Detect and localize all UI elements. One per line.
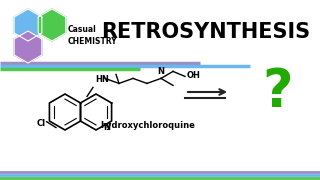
Text: HN: HN [95, 75, 109, 84]
Text: ?: ? [263, 66, 293, 118]
Polygon shape [14, 9, 42, 41]
Text: RETROSYNTHESIS: RETROSYNTHESIS [101, 22, 310, 42]
Polygon shape [38, 9, 66, 41]
Text: OH: OH [187, 71, 201, 80]
Text: N: N [157, 68, 164, 76]
Text: CHEMISTRY: CHEMISTRY [68, 37, 118, 46]
Polygon shape [14, 31, 42, 63]
Text: Casual: Casual [68, 26, 97, 35]
Text: hydroxychloroquine: hydroxychloroquine [100, 120, 196, 129]
Text: N: N [103, 123, 110, 132]
Text: Cl: Cl [37, 119, 46, 128]
